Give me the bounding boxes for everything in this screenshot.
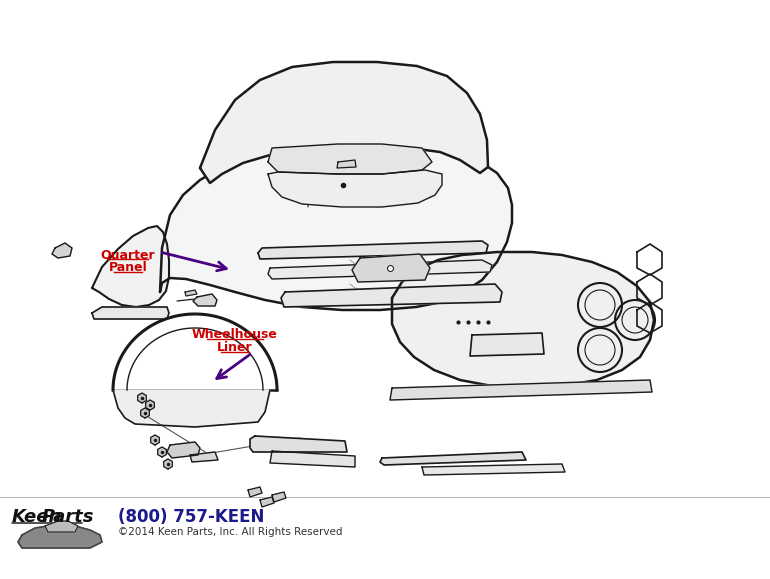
Polygon shape [164,459,172,469]
Polygon shape [92,226,169,307]
Polygon shape [167,442,200,458]
Polygon shape [422,464,565,475]
Polygon shape [248,487,262,497]
Text: Keen: Keen [12,508,62,526]
Text: (800) 757-KEEN: (800) 757-KEEN [118,508,264,526]
Text: Quarter: Quarter [101,248,156,261]
Polygon shape [151,435,159,445]
Polygon shape [352,254,430,282]
Polygon shape [200,62,488,183]
Polygon shape [260,497,274,507]
Text: Wheelhouse: Wheelhouse [192,328,278,341]
Polygon shape [250,436,347,452]
Polygon shape [45,521,78,532]
Polygon shape [185,290,197,296]
Polygon shape [272,492,286,502]
Polygon shape [390,380,652,400]
Text: Parts: Parts [42,508,95,526]
Polygon shape [270,451,355,467]
Polygon shape [141,408,149,418]
Polygon shape [52,243,72,258]
Polygon shape [18,525,102,548]
Polygon shape [268,144,432,174]
Polygon shape [392,252,654,388]
Polygon shape [92,307,169,319]
Text: Liner: Liner [217,341,253,354]
Polygon shape [281,284,502,307]
Polygon shape [160,147,512,310]
Polygon shape [146,400,154,410]
Polygon shape [268,260,492,279]
Polygon shape [158,447,166,457]
Polygon shape [190,452,218,462]
Polygon shape [268,170,442,207]
Polygon shape [337,160,356,168]
Text: ©2014 Keen Parts, Inc. All Rights Reserved: ©2014 Keen Parts, Inc. All Rights Reserv… [118,527,343,537]
Text: Panel: Panel [109,261,147,274]
Polygon shape [470,333,544,356]
Polygon shape [193,294,217,306]
Polygon shape [113,390,270,427]
Polygon shape [380,452,526,465]
Polygon shape [258,241,488,259]
Polygon shape [138,393,146,403]
